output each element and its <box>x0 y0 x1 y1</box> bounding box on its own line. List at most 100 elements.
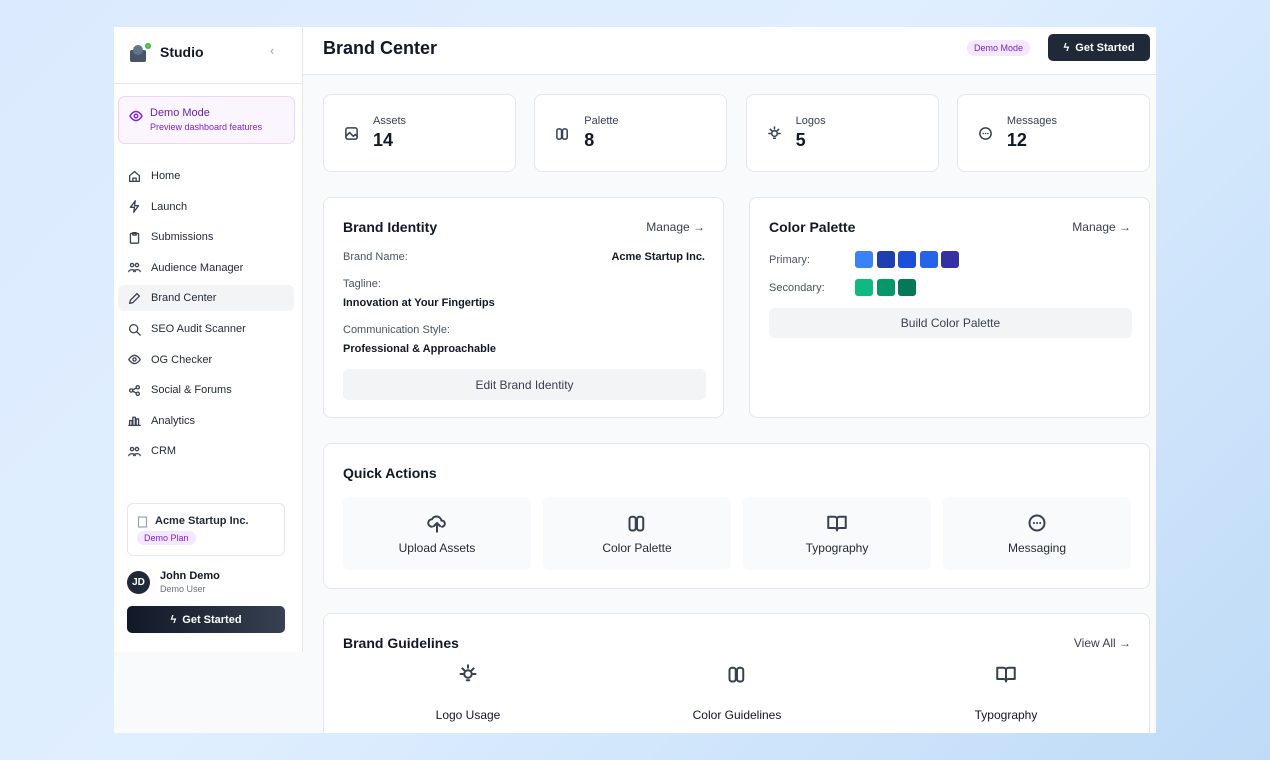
stat-label: Palette <box>584 115 619 127</box>
avatar: JD <box>127 571 150 594</box>
nav-item[interactable]: Social & Forums <box>118 377 294 403</box>
brand-name: Studio <box>160 44 204 60</box>
icon <box>128 446 141 457</box>
bolt-icon: ϟ <box>170 613 177 626</box>
stat-label: Assets <box>373 115 407 127</box>
nav-label: Analytics <box>151 414 196 427</box>
stat-value: 8 <box>584 130 595 150</box>
quick-action[interactable]: Upload Assets <box>343 497 531 570</box>
icon <box>128 323 141 336</box>
nav-item[interactable]: Launch <box>118 194 294 220</box>
color-swatch[interactable] <box>941 251 959 268</box>
nav-label: Home <box>151 170 181 182</box>
icon <box>345 127 358 140</box>
color-swatch[interactable] <box>898 279 916 296</box>
color-swatch[interactable] <box>855 251 873 268</box>
field-value: Innovation at Your Fingertips <box>343 297 495 309</box>
color-swatch[interactable] <box>898 251 916 268</box>
color-swatch[interactable] <box>919 251 938 268</box>
icon <box>128 170 141 182</box>
manage-link[interactable]: Manage → <box>646 220 705 234</box>
build-button[interactable]: Build Color Palette <box>769 308 1132 338</box>
field-value: Professional & Approachable <box>343 343 497 355</box>
icon <box>979 127 992 140</box>
logo <box>130 43 151 62</box>
icon <box>128 263 141 273</box>
icon <box>767 126 781 139</box>
color-swatch[interactable] <box>876 251 895 268</box>
get-started-button[interactable]: ϟ Get Started <box>127 606 285 633</box>
nav-item[interactable]: Audience Manager <box>118 255 294 281</box>
nav-item[interactable]: Analytics <box>118 408 294 434</box>
stat-value: 14 <box>373 130 394 150</box>
nav-label: SEO Audit Scanner <box>151 323 246 335</box>
stat-card: Logos 5 <box>745 94 939 172</box>
demo-title: Demo Mode <box>150 107 210 119</box>
icon <box>128 384 141 396</box>
icon <box>827 515 847 531</box>
card-title: Color Palette <box>769 219 856 235</box>
workspace-name: Acme Startup Inc. <box>155 515 249 527</box>
row-label: Primary: <box>769 254 810 266</box>
nav-label: Brand Center <box>151 292 217 305</box>
nav-item[interactable]: Brand Center <box>118 285 294 312</box>
nav-item[interactable]: Submissions <box>118 224 294 250</box>
stat-label: Logos <box>795 115 826 127</box>
edit-button[interactable]: Edit Brand Identity <box>343 369 706 400</box>
get-started-button[interactable]: ϟ Get Started <box>1048 34 1150 61</box>
user-name: John Demo <box>160 570 220 582</box>
guideline[interactable]: Logo Usage <box>338 664 598 722</box>
stat-card: Assets 14 <box>323 94 516 172</box>
demo-badge: Demo Mode <box>967 40 1031 56</box>
guidelines-card: Brand Guidelines View All → Logo Usage Co… <box>323 613 1150 733</box>
guideline-label: Typography <box>974 708 1038 722</box>
quick-action[interactable]: Messaging <box>943 497 1131 570</box>
icon <box>128 416 141 427</box>
user-role: Demo User <box>160 584 206 594</box>
palette-row: Secondary: <box>769 279 1129 297</box>
color-swatch[interactable] <box>855 279 873 296</box>
nav-item[interactable]: Home <box>118 163 294 189</box>
palette-row: Primary: <box>769 251 1129 269</box>
sidebar: Studio ‹ Demo Mode Preview dashboard fea… <box>114 27 303 652</box>
manage-link[interactable]: Manage → <box>1072 220 1131 234</box>
nav-item[interactable]: SEO Audit Scanner <box>118 316 294 342</box>
quick-actions-card: Quick Actions Upload Assets Color Palette… <box>323 443 1150 589</box>
icon <box>996 666 1016 683</box>
color-palette-card: Color Palette Manage → Primary: Secondary… <box>749 197 1150 418</box>
nav-item[interactable]: CRM <box>118 438 294 464</box>
icon <box>129 231 140 244</box>
workspace-card[interactable]: Acme Startup Inc. Demo Plan <box>127 503 285 556</box>
guideline[interactable]: Color Guidelines <box>607 664 867 722</box>
guideline[interactable]: Typography <box>876 664 1136 722</box>
icon <box>728 666 745 683</box>
stat-value: 12 <box>1006 130 1027 150</box>
icon <box>459 664 477 682</box>
button-label: Get Started <box>1075 41 1135 54</box>
nav-label: OG Checker <box>151 353 213 366</box>
nav-item[interactable]: OG Checker <box>118 347 294 373</box>
bolt-icon: ϟ <box>1063 41 1070 54</box>
page-title: Brand Center <box>323 38 438 58</box>
icon <box>1028 514 1046 531</box>
guideline-label: Color Guidelines <box>692 708 782 722</box>
action-label: Typography <box>805 540 869 555</box>
action-label: Color Palette <box>602 540 672 555</box>
view-all-link[interactable]: View All → <box>1073 636 1131 650</box>
quick-action[interactable]: Color Palette <box>543 497 731 570</box>
quick-action[interactable]: Typography <box>743 497 931 570</box>
nav-label: Audience Manager <box>151 261 244 274</box>
field-label: Brand Name: <box>343 251 408 263</box>
color-swatch[interactable] <box>876 279 895 296</box>
stat-card: Palette 8 <box>534 94 728 172</box>
plan-badge: Demo Plan <box>137 531 196 545</box>
guideline-label: Logo Usage <box>435 708 501 722</box>
stat-card: Messages 12 <box>956 94 1150 172</box>
collapse-button[interactable]: ‹ <box>270 43 275 58</box>
divider <box>114 83 303 84</box>
nav-label: CRM <box>151 445 177 458</box>
header: Brand Center Demo Mode ϟ Get Started <box>303 27 1156 75</box>
card-title: Brand Identity <box>343 219 438 235</box>
eye-icon <box>129 110 143 122</box>
